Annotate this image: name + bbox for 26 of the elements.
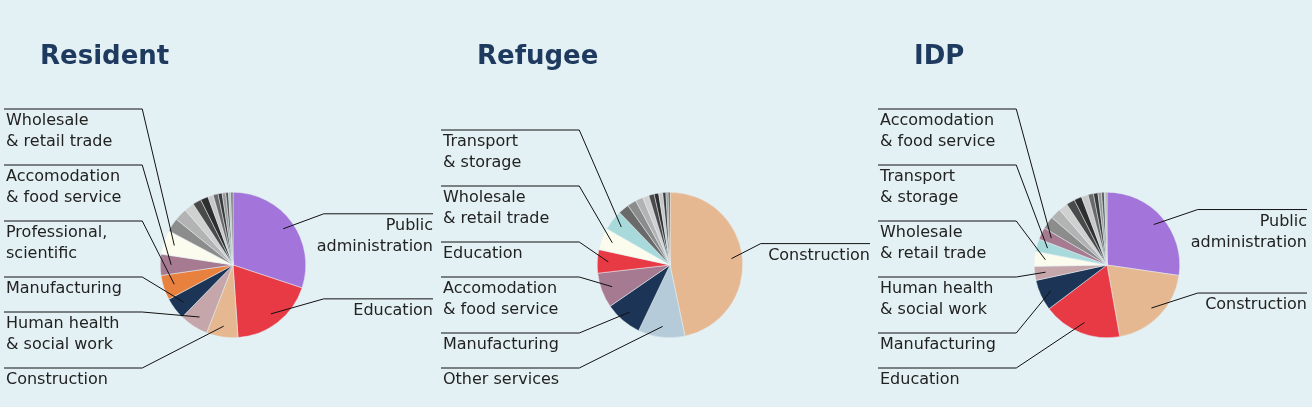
slice-label: Education <box>353 300 433 320</box>
slice-label: Professional, scientific <box>6 222 108 263</box>
chart-title: IDP <box>914 40 965 70</box>
slice-label: Public administration <box>1190 210 1307 251</box>
slice-label: Accomodation & food service <box>6 166 122 207</box>
slice-label: Manufacturing <box>6 278 122 298</box>
slice-label: Wholesale & retail trade <box>443 187 550 228</box>
slice-label: Construction <box>768 244 870 264</box>
slice-label: Human health & social work <box>880 278 994 319</box>
slice-label: Education <box>443 243 523 263</box>
slice-label: Wholesale & retail trade <box>6 110 113 151</box>
chart-title: Resident <box>40 40 170 70</box>
slice-label: Transport & storage <box>442 131 522 172</box>
slice-label: Construction <box>6 369 108 389</box>
slice-label: Other services <box>443 369 560 389</box>
slice-label: Accomodation & food service <box>880 110 996 151</box>
slice-label: Manufacturing <box>443 334 559 354</box>
slice-label: Education <box>880 369 960 389</box>
slice-label: Construction <box>1205 294 1307 314</box>
slice-label: Accomodation & food service <box>443 278 559 319</box>
slice-label: Wholesale & retail trade <box>880 222 987 263</box>
slice-label: Manufacturing <box>880 334 996 354</box>
slice-label: Human health & social work <box>6 313 120 354</box>
slice-label: Public administration <box>316 214 433 255</box>
slice-label: Transport & storage <box>879 166 959 207</box>
chart-title: Refugee <box>477 40 599 70</box>
